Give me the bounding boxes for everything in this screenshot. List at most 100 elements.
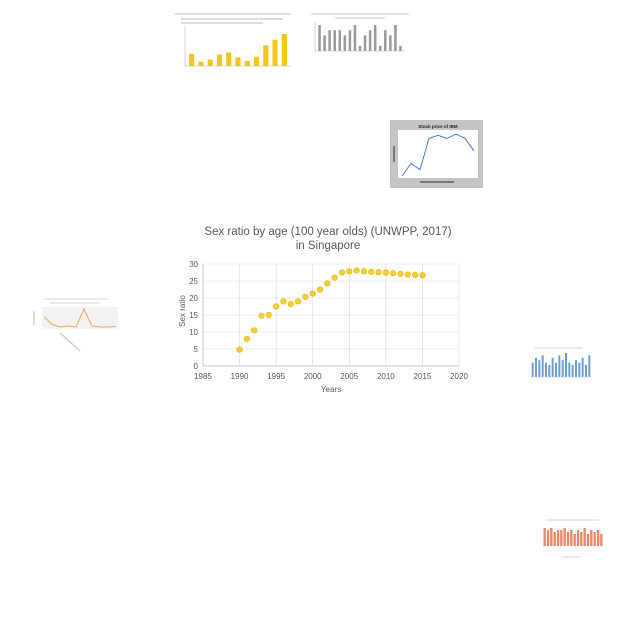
x-tick-label: 2000	[304, 372, 322, 381]
data-point	[309, 290, 316, 297]
bar	[216, 54, 223, 66]
bar	[568, 362, 571, 377]
y-tick-label: 30	[189, 260, 198, 269]
x-tick-label: 1990	[231, 372, 249, 381]
data-point	[397, 270, 404, 277]
data-point	[412, 271, 419, 278]
bar	[596, 530, 600, 546]
x-tick-label: 2005	[340, 372, 358, 381]
bar	[571, 365, 574, 377]
bar	[384, 30, 387, 51]
bar	[235, 57, 241, 66]
series-line	[401, 133, 475, 177]
data-point	[287, 301, 294, 308]
thumbnail-bar-chart-blue	[523, 345, 593, 385]
thumbnail-bar-chart-orange	[533, 516, 605, 561]
thumbnail-bar-chart-gray	[305, 8, 415, 70]
series-line	[43, 307, 117, 328]
chart-title: Sex ratio by age (100 year olds) (UNWPP,…	[204, 226, 451, 238]
x-tick-label: 1995	[267, 372, 285, 381]
bar	[368, 30, 372, 51]
bar	[207, 59, 213, 66]
data-point	[243, 335, 250, 342]
x-tick-label: 2020	[450, 372, 468, 381]
bar	[565, 353, 567, 377]
bar	[600, 534, 603, 546]
bar	[531, 362, 534, 377]
data-point	[346, 268, 353, 275]
bar	[543, 528, 546, 546]
bar	[575, 360, 577, 377]
bar	[560, 530, 563, 546]
bar	[590, 530, 593, 546]
bar	[566, 532, 570, 546]
bar	[583, 528, 586, 546]
sex-ratio-chart: Sex ratio by age (100 year olds) (UNWPP,…	[160, 215, 480, 400]
bar	[333, 30, 336, 51]
bar	[593, 532, 596, 546]
bar	[555, 362, 557, 377]
bar	[586, 534, 590, 546]
bar	[343, 35, 347, 51]
bar	[585, 365, 587, 377]
bar	[538, 360, 541, 377]
bar	[263, 45, 269, 66]
bar	[373, 25, 377, 51]
data-point	[331, 274, 338, 281]
bar	[328, 30, 331, 51]
data-point	[353, 267, 360, 274]
y-axis-label: Sex ratio	[178, 295, 187, 327]
bar	[389, 35, 392, 51]
bar	[561, 360, 564, 377]
bar	[573, 534, 576, 546]
bar	[546, 530, 550, 546]
data-point	[280, 298, 287, 305]
bar	[323, 35, 326, 51]
data-point	[368, 268, 375, 275]
bar	[189, 53, 195, 66]
bar	[570, 530, 573, 546]
x-axis-label: Years	[321, 385, 341, 394]
bar	[226, 52, 232, 66]
y-tick-label: 10	[189, 328, 198, 337]
bar	[580, 532, 583, 546]
data-point	[302, 293, 309, 301]
bar	[378, 45, 382, 51]
data-point	[390, 270, 397, 277]
x-tick-label: 2010	[377, 372, 395, 381]
bar	[588, 355, 591, 377]
stock-chart-title: Stock price of IBM	[418, 124, 458, 129]
data-point	[258, 312, 265, 319]
bar	[348, 30, 352, 51]
data-point	[236, 346, 243, 353]
data-point	[338, 269, 346, 276]
bar	[550, 528, 553, 546]
bar	[535, 357, 537, 377]
chart-subtitle: in Singapore	[296, 240, 361, 252]
bar	[541, 355, 544, 377]
bar	[558, 355, 561, 377]
data-point	[265, 311, 272, 319]
bar	[551, 357, 554, 377]
data-point	[375, 269, 382, 276]
bar	[563, 528, 566, 546]
data-point	[251, 327, 258, 334]
bar	[244, 61, 250, 66]
thumbnail-stock-chart: Stock price of IBM	[390, 120, 483, 188]
bar	[358, 45, 362, 51]
bar	[281, 34, 287, 66]
y-tick-label: 0	[194, 362, 199, 371]
data-point	[273, 303, 280, 310]
y-tick-label: 5	[194, 345, 199, 354]
bar	[556, 530, 560, 546]
y-tick-label: 15	[189, 311, 198, 320]
data-point	[382, 269, 389, 276]
thumbnail-bar-chart-gold	[155, 8, 295, 90]
data-point	[419, 272, 426, 279]
bar	[318, 25, 321, 51]
bar	[198, 61, 204, 66]
data-point	[294, 298, 302, 305]
bar	[338, 30, 342, 51]
bar	[353, 25, 357, 51]
data-point	[324, 280, 331, 287]
